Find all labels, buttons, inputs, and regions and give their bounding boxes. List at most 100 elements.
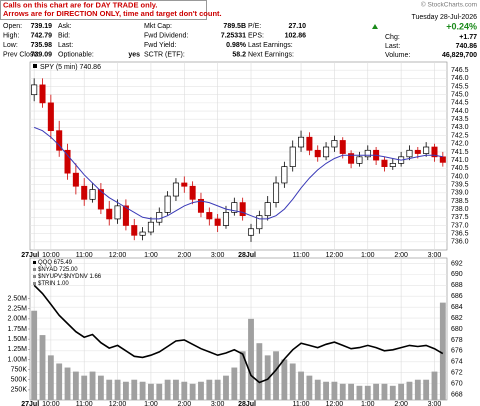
quote-value: 58.2	[232, 51, 246, 58]
x-tick-label: 11:00	[293, 401, 310, 406]
y-tick-label: 741.5	[451, 149, 469, 156]
volume-bar	[364, 385, 371, 400]
volume-bar	[181, 381, 188, 400]
quote-label: High:	[3, 32, 19, 39]
quote-value: 739.09	[31, 51, 53, 58]
y2-tick-label: 678	[451, 337, 463, 344]
y2-tick-label: 690	[451, 271, 463, 278]
y2-tick-label: 672	[451, 370, 463, 377]
candle-body	[114, 205, 121, 220]
candle-body	[231, 202, 238, 213]
candle-body	[156, 212, 163, 223]
candle-body	[381, 159, 388, 167]
volume-bar	[164, 379, 171, 400]
volume-bar	[97, 375, 104, 400]
candle-body	[206, 212, 213, 220]
volume-bar	[131, 379, 138, 400]
volume-bar	[248, 318, 254, 400]
x-tick-label: 3:00	[428, 401, 442, 406]
candle-body	[247, 228, 255, 236]
quote-table: Open: 739.19 Ask: Mkt Cap: 789.5B P/E: 27.10 Hi…	[3, 23, 306, 59]
volume-bar	[381, 383, 388, 400]
x-tick-label: 28Jul	[238, 401, 256, 406]
quote-value: 789.5B	[223, 23, 246, 30]
candle-body	[131, 225, 138, 236]
quote-value: 742.79	[31, 32, 53, 39]
volume-bar	[289, 363, 296, 400]
volume-bar	[331, 381, 338, 400]
x-tick-label: 10:00	[42, 252, 60, 259]
candle-body	[31, 84, 38, 96]
volume-bar	[373, 383, 380, 400]
candle-body	[331, 140, 338, 148]
price-line	[33, 284, 444, 384]
volume-bar	[389, 385, 396, 400]
y-tick-label: 500K	[11, 377, 28, 384]
quote-label: SCTR (ETF):	[144, 51, 185, 58]
volume-bar	[223, 375, 229, 400]
quote-value: 739.19	[31, 23, 53, 30]
volume-bar	[314, 379, 321, 400]
volume-bar	[356, 385, 363, 400]
up-arrow	[372, 24, 378, 29]
volume-bar	[156, 383, 163, 400]
last-label: Last:	[385, 43, 400, 50]
y2-tick-label: 680	[451, 326, 463, 333]
x-tick-label: 3:00	[211, 252, 225, 259]
legend-swatch	[33, 268, 36, 271]
x-tick-label: 12:00	[326, 401, 344, 406]
volume-bar	[414, 379, 421, 400]
x-tick-label: 27Jul	[21, 401, 39, 406]
y-tick-label: 743.0	[451, 124, 469, 131]
y2-tick-label: 668	[451, 391, 463, 398]
date: Tuesday 28-Jul-2026	[411, 14, 477, 21]
credit: © StockCharts.com	[421, 1, 477, 9]
change-pct: +0.24%	[446, 21, 477, 31]
candle-body	[414, 149, 421, 154]
volume-value: 46,829,700	[442, 52, 477, 59]
y-tick-label: 739.0	[451, 190, 469, 197]
y-tick-label: 742.5	[451, 132, 469, 139]
x-tick-label: 3:00	[211, 401, 225, 406]
candle-body	[81, 185, 88, 200]
y2-tick-label: 682	[451, 315, 463, 322]
candle-body	[172, 182, 179, 197]
y-tick-label: 739.5	[451, 181, 469, 188]
chg-value: +1.77	[459, 34, 477, 41]
chart-title: SPY (5 min) 740.86	[40, 64, 101, 71]
volume-bar	[39, 335, 46, 400]
candle-body	[64, 149, 71, 174]
quote-label: Optionable:	[58, 51, 94, 58]
y-tick-label: 738.5	[451, 198, 469, 205]
volume-bar	[148, 383, 154, 400]
quote-label: Fwd Yield:	[144, 42, 176, 49]
volume-bar	[198, 381, 204, 400]
volume-bar	[31, 310, 38, 400]
candle-body	[264, 202, 271, 217]
y-tick-label: 250K	[11, 387, 28, 394]
y-tick-label: 743.5	[451, 116, 469, 123]
volume-bar	[348, 383, 355, 400]
x-tick-label: 12:00	[109, 401, 127, 406]
x-tick-label: 3:00	[428, 252, 442, 259]
candle-body	[181, 182, 188, 187]
y-tick-label: 738.0	[451, 206, 469, 213]
moving-average	[34, 126, 443, 220]
volume-bar	[81, 375, 88, 400]
volume-bar	[106, 379, 113, 400]
volume-bar	[231, 367, 238, 400]
candle-body	[189, 185, 196, 200]
candle-body	[239, 202, 246, 217]
x-tick-label: 1:00	[144, 401, 158, 406]
quote-label: Next Earnings:	[248, 51, 294, 58]
quote-label: Mkt Cap:	[144, 23, 172, 30]
candle-body	[306, 136, 313, 151]
note-box	[0, 0, 207, 20]
candle-body	[164, 195, 171, 213]
candle-body	[197, 198, 204, 213]
x-tick-label: 2:00	[177, 401, 191, 406]
y-tick-label: 745.0	[451, 92, 469, 99]
legend-swatch	[33, 64, 37, 68]
quote-value: 7.25331	[221, 32, 246, 39]
volume-label: Volume:	[385, 52, 410, 59]
